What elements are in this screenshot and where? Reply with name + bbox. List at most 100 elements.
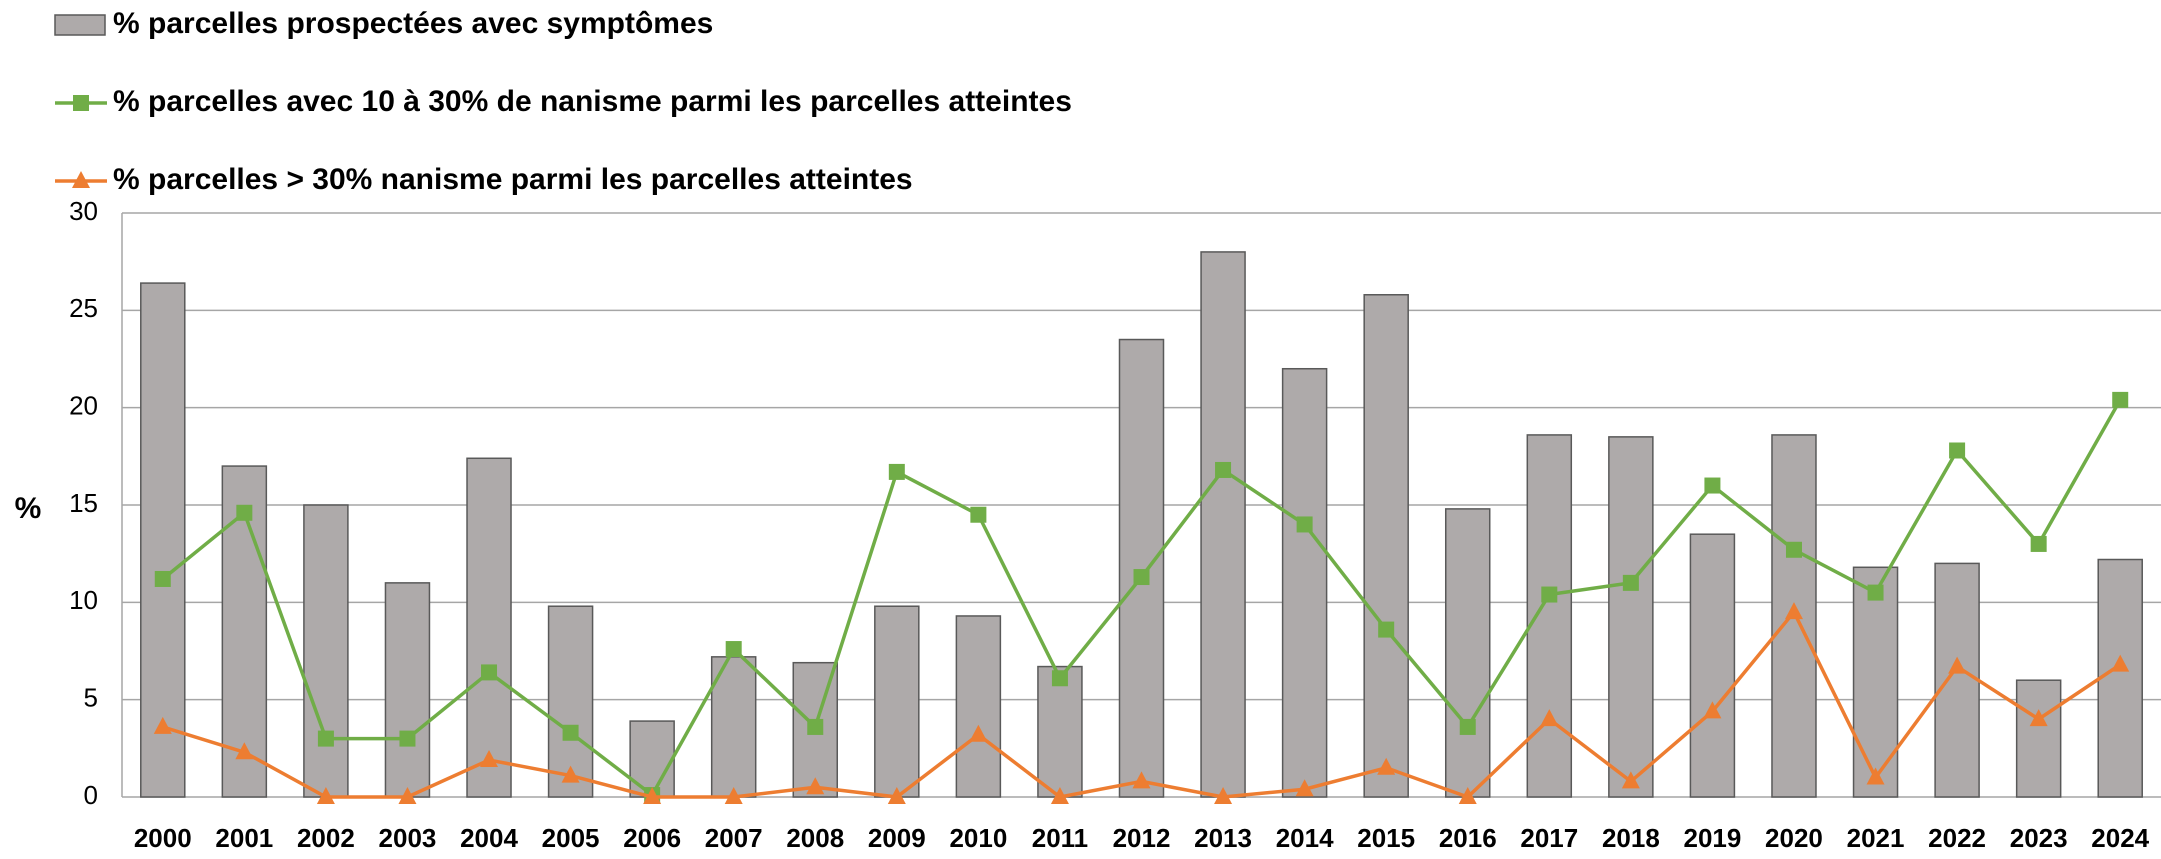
point — [2112, 391, 2129, 408]
point — [562, 724, 579, 741]
bar — [221, 465, 268, 798]
point — [1459, 718, 1476, 735]
x-tick-label: 2014 — [1276, 823, 1334, 853]
point — [1541, 586, 1558, 603]
bar — [1689, 533, 1736, 798]
point — [235, 742, 254, 760]
point — [317, 730, 334, 747]
point — [236, 504, 253, 521]
x-tick-label: 2019 — [1683, 823, 1741, 853]
x-tick-label: 2010 — [949, 823, 1007, 853]
legend-swatch — [54, 14, 106, 36]
y-tick-label: 20 — [69, 391, 98, 421]
x-tick-label: 2002 — [297, 823, 355, 853]
bar — [2097, 558, 2143, 798]
point — [2029, 709, 2048, 727]
point — [561, 765, 580, 783]
bar — [1526, 434, 1573, 798]
x-tick-label: 2022 — [1928, 823, 1986, 853]
point — [2111, 654, 2130, 672]
point — [481, 664, 498, 681]
bar — [466, 457, 512, 798]
point — [1867, 584, 1884, 601]
x-tick-label: 2009 — [868, 823, 926, 853]
point — [1949, 442, 1966, 459]
bar — [874, 605, 920, 798]
point — [480, 750, 499, 768]
point — [1133, 569, 1150, 586]
point — [1703, 701, 1722, 719]
y-tick-label: 5 — [84, 683, 98, 713]
y-tick-label: 0 — [84, 780, 98, 810]
point — [2030, 535, 2047, 552]
bar — [1852, 566, 1899, 798]
point — [1377, 757, 1396, 775]
point — [1540, 709, 1559, 727]
point — [1050, 787, 1069, 804]
point — [316, 787, 335, 804]
point — [1622, 574, 1639, 591]
y-tick-label: 10 — [69, 585, 98, 615]
legend-label: % parcelles prospectées avec symptômes — [113, 7, 713, 40]
bar — [547, 605, 594, 798]
x-tick-label: 2008 — [786, 823, 844, 853]
y-tick-label: 15 — [69, 488, 98, 518]
point — [807, 718, 824, 735]
point — [970, 506, 987, 523]
legend-label: % parcelles > 30% nanisme parmi les parc… — [113, 163, 913, 196]
point — [1051, 670, 1068, 687]
point — [1215, 461, 1232, 478]
x-tick-label: 2024 — [2091, 823, 2149, 853]
x-tick-label: 2017 — [1520, 823, 1578, 853]
bar — [1608, 436, 1654, 798]
point — [1295, 779, 1314, 797]
point — [1948, 656, 1967, 674]
bar — [629, 720, 675, 798]
point — [724, 787, 743, 804]
bar — [1934, 562, 1980, 798]
bar — [1037, 665, 1083, 798]
x-tick-label: 2020 — [1765, 823, 1823, 853]
point — [1214, 787, 1233, 804]
bar — [303, 504, 349, 798]
bar — [1200, 251, 1246, 798]
x-tick-label: 2023 — [2010, 823, 2068, 853]
point — [806, 777, 825, 795]
x-tick-label: 2013 — [1194, 823, 1252, 853]
bar — [1363, 294, 1409, 798]
y-axis-label: % — [15, 492, 42, 525]
bar — [1444, 508, 1491, 798]
point — [888, 463, 905, 480]
point — [1296, 516, 1313, 533]
point — [1784, 602, 1803, 620]
point — [1132, 771, 1151, 789]
bar — [2015, 679, 2062, 798]
point — [643, 787, 662, 804]
point — [1621, 771, 1640, 789]
x-tick-label: 2021 — [1847, 823, 1905, 853]
bar — [1118, 338, 1165, 798]
x-tick-label: 2005 — [542, 823, 600, 853]
x-tick-label: 2003 — [379, 823, 437, 853]
x-tick-label: 2016 — [1439, 823, 1497, 853]
x-tick-label: 2006 — [623, 823, 681, 853]
x-tick-label: 2011 — [1032, 823, 1088, 853]
point — [1704, 477, 1721, 494]
x-tick-label: 2004 — [460, 823, 518, 853]
x-tick-label: 2000 — [134, 823, 192, 853]
point — [1458, 787, 1477, 804]
x-tick-label: 2015 — [1357, 823, 1415, 853]
legend-marker — [72, 171, 90, 188]
point — [887, 787, 906, 804]
legend-marker — [73, 95, 89, 111]
x-tick-label: 2018 — [1602, 823, 1660, 853]
y-tick-label: 25 — [69, 293, 98, 323]
x-tick-label: 2012 — [1113, 823, 1171, 853]
bar — [140, 282, 186, 798]
point — [153, 716, 172, 734]
point — [399, 730, 416, 747]
point — [725, 641, 742, 658]
point — [1785, 541, 1802, 558]
y-tick-label: 30 — [69, 196, 98, 226]
